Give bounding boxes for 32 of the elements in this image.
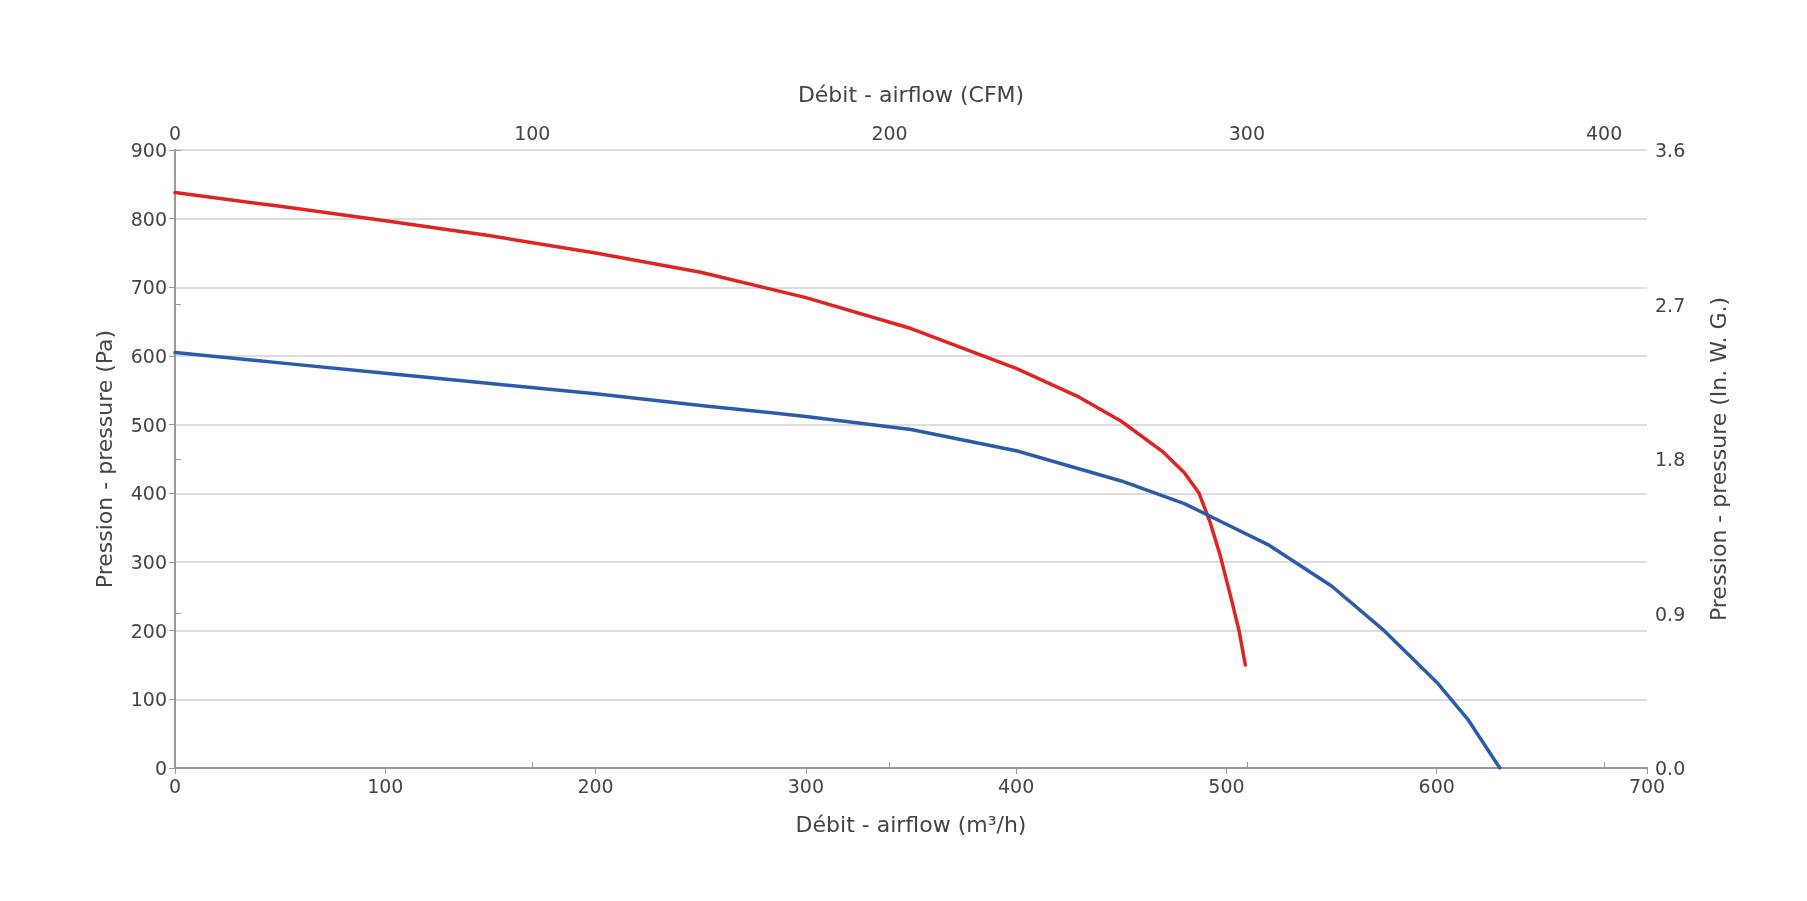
x-tick-label: 600 bbox=[1418, 774, 1455, 797]
y-tick-label: 200 bbox=[130, 619, 167, 642]
x2-axis-title: Débit - airflow (CFM) bbox=[797, 81, 1025, 107]
x-tick-label: 0 bbox=[168, 774, 182, 797]
y2-tick-label: 1.8 bbox=[1655, 448, 1686, 470]
y-tick-label: 300 bbox=[130, 551, 167, 573]
y-tick-label: 800 bbox=[130, 207, 167, 230]
x2-tick-label: 300 bbox=[1228, 121, 1265, 144]
y-tick-label: 600 bbox=[130, 345, 167, 367]
x-axis-title: Débit - airflow (m³/h) bbox=[795, 811, 1027, 837]
x-tick-label: 400 bbox=[998, 774, 1035, 797]
x2-tick-label: 400 bbox=[1585, 121, 1623, 144]
y2-tick-label: 3.6 bbox=[1655, 139, 1686, 161]
x2-tick-label: 0 bbox=[168, 121, 182, 144]
x-tick-label: 200 bbox=[577, 774, 614, 797]
y2-tick-label: 2.7 bbox=[1655, 293, 1686, 316]
line-series bbox=[173, 350, 1502, 770]
x2-tick-label: 100 bbox=[514, 121, 551, 144]
y-tick-label: 0 bbox=[154, 757, 167, 779]
y-tick-label: 100 bbox=[130, 688, 167, 711]
y-tick-label: 900 bbox=[130, 139, 167, 161]
y-axis-title: Pression - pressure (Pa) bbox=[91, 329, 117, 589]
x-tick-label: 100 bbox=[367, 774, 404, 797]
y-tick-label: 500 bbox=[130, 413, 167, 436]
x2-tick-label: 200 bbox=[871, 121, 908, 144]
x-tick-label: 300 bbox=[787, 774, 824, 797]
line-series bbox=[173, 190, 1248, 667]
x-tick-label: 500 bbox=[1208, 774, 1245, 797]
y2-tick-label: 0.9 bbox=[1655, 602, 1686, 625]
y-tick-label: 400 bbox=[130, 482, 167, 505]
y-tick-label: 700 bbox=[130, 276, 167, 299]
y2-axis-title: Pression - pressure (In. W. G.) bbox=[1705, 296, 1731, 622]
